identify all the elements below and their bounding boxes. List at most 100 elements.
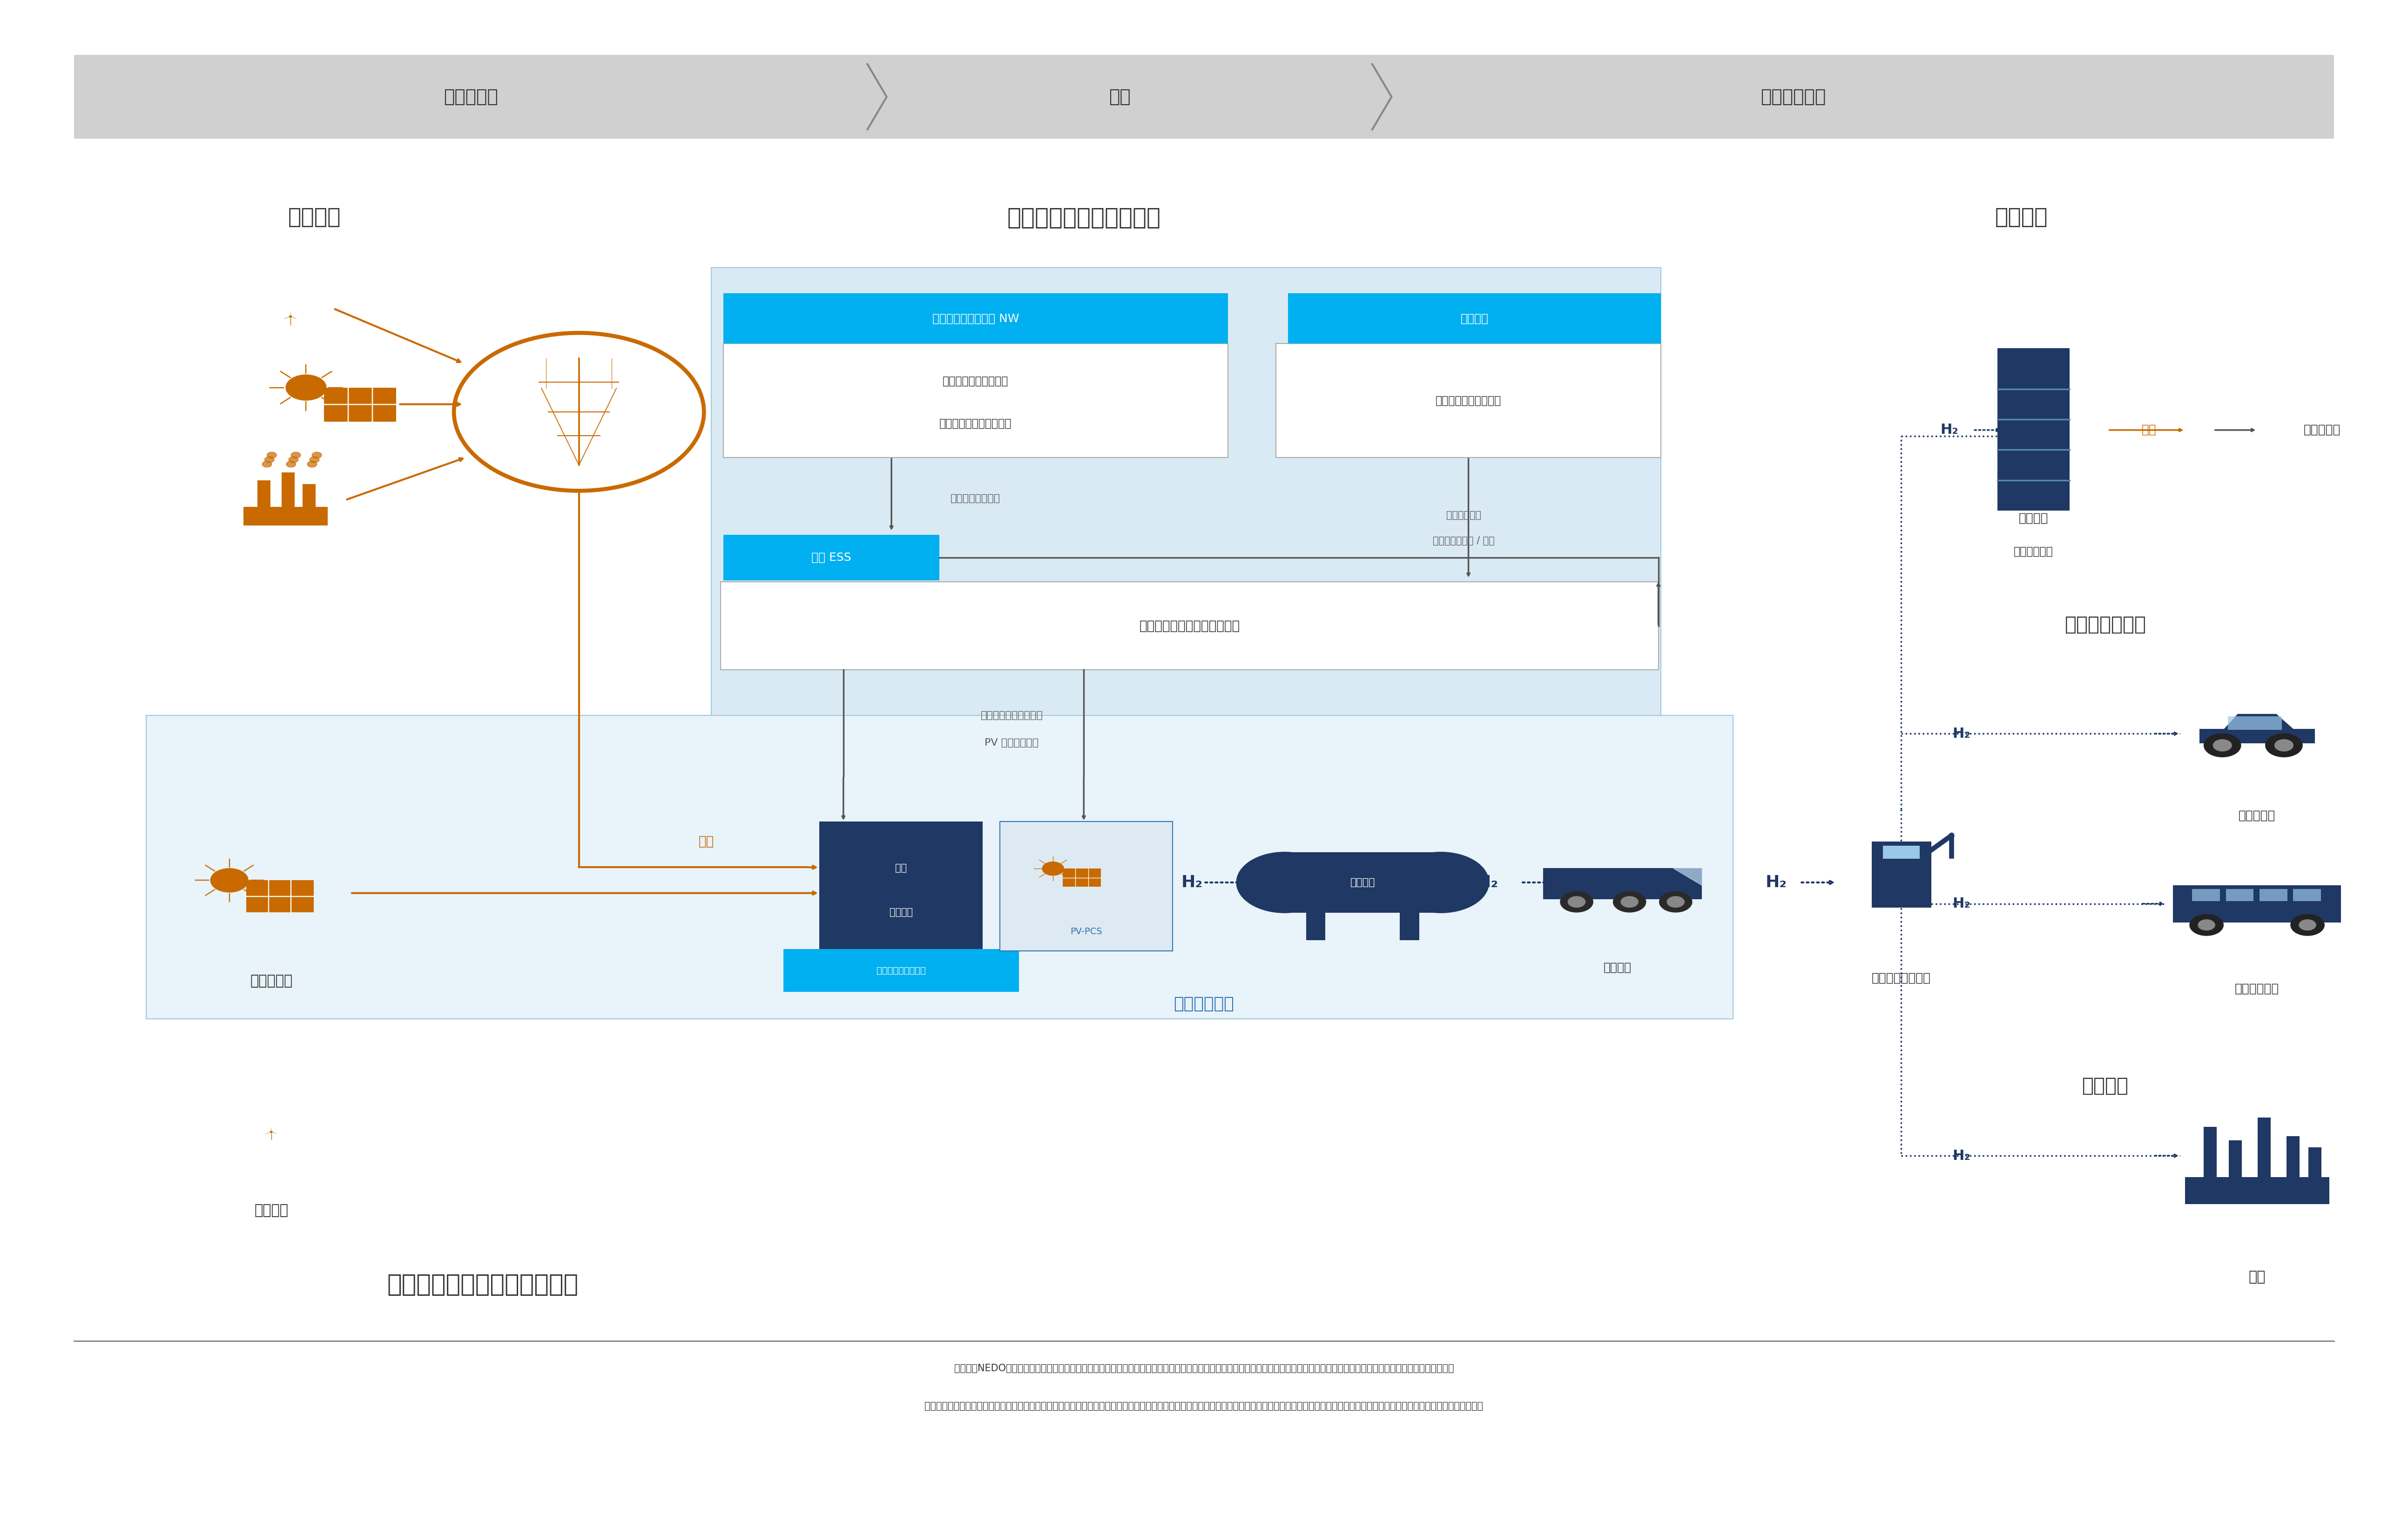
Text: 電力系統側制御システム: 電力系統側制御システム [939, 417, 1011, 429]
Circle shape [1392, 852, 1488, 913]
Circle shape [1560, 892, 1594, 912]
FancyBboxPatch shape [258, 479, 270, 507]
Circle shape [313, 452, 323, 458]
FancyBboxPatch shape [1062, 869, 1100, 887]
Text: 水素ステーション: 水素ステーション [1871, 973, 1931, 985]
Circle shape [289, 315, 291, 318]
Circle shape [2189, 915, 2223, 936]
Text: 実証システム: 実証システム [1173, 995, 1235, 1012]
Circle shape [455, 333, 703, 490]
Text: 最大許容前倒し / 遅延: 最大許容前倒し / 遅延 [1433, 536, 1495, 545]
FancyBboxPatch shape [282, 472, 294, 507]
FancyBboxPatch shape [722, 534, 939, 580]
FancyBboxPatch shape [2199, 729, 2314, 743]
Text: 東北電力　東北電力 NW: 東北電力 東北電力 NW [932, 314, 1019, 324]
Text: H₂: H₂ [1953, 896, 1970, 910]
Polygon shape [2223, 714, 2295, 731]
Circle shape [1666, 896, 1683, 907]
Circle shape [1043, 861, 1064, 875]
FancyBboxPatch shape [2288, 1135, 2300, 1177]
Text: 風力発電: 風力発電 [255, 1204, 289, 1218]
FancyBboxPatch shape [1288, 294, 1662, 344]
Text: 水素製造装置制御指令: 水素製造装置制御指令 [980, 711, 1043, 720]
Text: 燃料電池車: 燃料電池車 [2239, 810, 2276, 822]
Circle shape [1613, 892, 1647, 912]
Circle shape [287, 374, 325, 400]
Text: 太陽光発電: 太陽光発電 [250, 974, 291, 988]
Text: H₂: H₂ [1476, 875, 1498, 890]
Circle shape [2290, 915, 2324, 936]
Text: 産業用途: 産業用途 [2083, 1076, 2129, 1096]
FancyBboxPatch shape [1883, 846, 1919, 858]
Circle shape [1235, 852, 1332, 913]
Text: 東芝 ESS: 東芝 ESS [811, 552, 852, 563]
FancyBboxPatch shape [2225, 889, 2254, 901]
Text: PV 発電上限指令: PV 発電上限指令 [985, 738, 1038, 747]
Text: 水素: 水素 [896, 863, 908, 872]
Text: 系統電力: 系統電力 [289, 207, 342, 228]
Text: H₂: H₂ [1182, 875, 1202, 890]
Circle shape [2276, 740, 2292, 752]
Text: 電力: 電力 [2141, 425, 2155, 437]
Text: 再生可能エネルギー由来電力: 再生可能エネルギー由来電力 [388, 1272, 578, 1297]
FancyBboxPatch shape [1276, 344, 1662, 458]
Text: 水素需要予測: 水素需要予測 [1447, 510, 1481, 519]
Text: H₂: H₂ [1941, 423, 1958, 437]
FancyBboxPatch shape [246, 880, 313, 912]
FancyBboxPatch shape [2191, 889, 2220, 901]
Text: 水素輸送: 水素輸送 [1604, 962, 1633, 973]
Circle shape [2213, 740, 2232, 752]
Text: 水素エネルギー運用システム: 水素エネルギー運用システム [1139, 619, 1240, 633]
Text: 水素発電: 水素発電 [2018, 511, 2049, 524]
FancyBboxPatch shape [1871, 842, 1931, 907]
Circle shape [1621, 896, 1637, 907]
FancyBboxPatch shape [722, 294, 1228, 344]
FancyBboxPatch shape [1649, 868, 1702, 900]
FancyBboxPatch shape [819, 822, 982, 951]
Text: 関係組織：資源エネルギー庁、経済産業省、復興庁、内閣府、福島県、浪江町　／　事業実施者：東芥エネルギーシステムズ（株）、東北電力（株）、東北電力ネットワーク（株: 関係組織：資源エネルギー庁、経済産業省、復興庁、内閣府、福島県、浪江町 ／ 事業… [925, 1402, 1483, 1411]
Circle shape [1659, 892, 1693, 912]
FancyBboxPatch shape [2227, 717, 2283, 729]
Text: 水素貯蔵: 水素貯蔵 [1351, 878, 1375, 887]
Text: （燃料電池）: （燃料電池） [2013, 546, 2054, 557]
FancyBboxPatch shape [1544, 868, 1649, 900]
FancyBboxPatch shape [999, 822, 1173, 951]
Text: 工場: 工場 [2249, 1271, 2266, 1285]
Circle shape [265, 457, 275, 463]
Text: H₂: H₂ [1765, 875, 1787, 890]
Text: 水素エネルギーシステム: 水素エネルギーシステム [1007, 207, 1161, 228]
FancyBboxPatch shape [1399, 910, 1418, 941]
Text: 岩谷産業: 岩谷産業 [1462, 314, 1488, 324]
Circle shape [2199, 919, 2215, 930]
Circle shape [2203, 734, 2242, 756]
Circle shape [291, 452, 301, 458]
FancyBboxPatch shape [303, 484, 315, 507]
Text: 東北電力運用システム: 東北電力運用システム [944, 376, 1009, 387]
FancyBboxPatch shape [2309, 1148, 2321, 1177]
Circle shape [267, 452, 277, 458]
Text: H₂: H₂ [1953, 1149, 1970, 1163]
FancyBboxPatch shape [325, 388, 397, 422]
Text: 本事業はNEDO「水素社会構築技術開発事業／水素エネルギーシステム技術開発／再エネ利用水素システムの事業モデル構築と大規模実証に係る技術開発」の一環として実施し: 本事業はNEDO「水素社会構築技術開発事業／水素エネルギーシステム技術開発／再エ… [954, 1364, 1454, 1373]
FancyBboxPatch shape [1996, 359, 2068, 510]
FancyBboxPatch shape [75, 55, 2333, 139]
Circle shape [311, 457, 320, 463]
FancyBboxPatch shape [1283, 852, 1440, 913]
Circle shape [209, 869, 248, 892]
Text: 供給・利活用: 供給・利活用 [1760, 88, 1825, 105]
Text: 燃料電池バス: 燃料電池バス [2235, 983, 2280, 995]
Circle shape [2300, 919, 2316, 930]
Text: 発電用途: 発電用途 [1994, 207, 2047, 228]
FancyBboxPatch shape [720, 581, 1659, 670]
Circle shape [262, 461, 272, 467]
Polygon shape [1674, 868, 1702, 886]
Circle shape [289, 457, 299, 463]
FancyBboxPatch shape [2184, 1177, 2329, 1204]
FancyBboxPatch shape [147, 715, 1734, 1020]
FancyBboxPatch shape [2203, 1126, 2218, 1177]
Text: PV-PCS: PV-PCS [1069, 927, 1103, 936]
Text: 電力市場等: 電力市場等 [2304, 425, 2341, 437]
Circle shape [2266, 734, 2302, 756]
Text: 製造・貯蔵: 製造・貯蔵 [443, 88, 498, 105]
FancyBboxPatch shape [2259, 1117, 2271, 1177]
